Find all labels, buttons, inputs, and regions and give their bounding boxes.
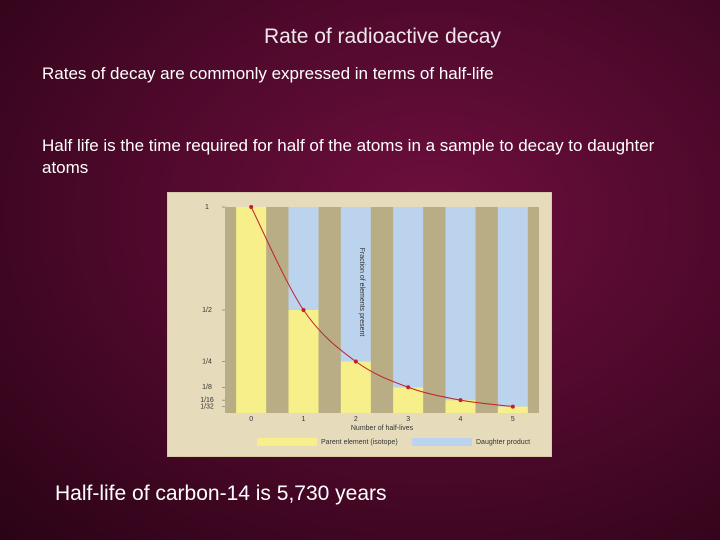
paragraph: Half life is the time required for half … <box>42 136 655 177</box>
y-tick-label: 1 <box>205 204 209 211</box>
bar-segment <box>497 207 528 407</box>
legend-swatch <box>412 438 472 446</box>
x-tick-label: 0 <box>249 416 253 423</box>
bar-segment <box>445 207 476 401</box>
bar-segment <box>445 400 476 413</box>
decay-point <box>406 385 411 390</box>
legend-swatch <box>257 438 317 446</box>
y-tick-label: 1/4 <box>202 358 212 365</box>
decay-point <box>458 398 463 403</box>
bar-segment <box>497 406 528 413</box>
y-tick-label: 1/16 <box>200 397 214 404</box>
legend-label: Parent element (isotope) <box>321 439 398 446</box>
x-tick-label: 1 <box>302 416 306 423</box>
y-axis-label: Fraction of elements present <box>358 248 365 337</box>
slide-title: Rate of radioactive decay <box>264 25 501 48</box>
decay-point <box>353 359 358 364</box>
footer-text: Half-life of carbon-14 is 5,730 years <box>55 482 387 505</box>
bar-segment <box>236 207 267 413</box>
bar-segment <box>340 207 371 362</box>
bar-segment <box>288 207 319 310</box>
y-tick-label: 1/8 <box>202 384 212 391</box>
x-tick-label: 3 <box>406 416 410 423</box>
decay-point <box>301 308 306 312</box>
decay-point <box>249 205 254 209</box>
bar-segment <box>340 361 371 413</box>
chart: 1 1/2 1/4 1/8 1/161/32 0 1 2 3 4 5 Number of half-l… <box>167 192 552 457</box>
bar-segment <box>288 310 319 413</box>
paragraph: Rates of decay are commonly expressed in… <box>42 64 494 83</box>
decay-point <box>510 404 515 409</box>
x-tick-label: 4 <box>459 416 463 423</box>
x-tick-label: 2 <box>354 416 358 423</box>
legend-label: Daughter product <box>476 439 530 446</box>
x-tick-label: 5 <box>511 416 515 423</box>
bar-segment <box>393 387 424 413</box>
y-tick-label: 1/2 <box>202 307 212 314</box>
y-tick-label: 1/32 <box>200 403 214 410</box>
plot-background <box>225 207 539 413</box>
x-axis-label: Number of half-lives <box>351 425 414 432</box>
bar-segment <box>393 207 424 388</box>
